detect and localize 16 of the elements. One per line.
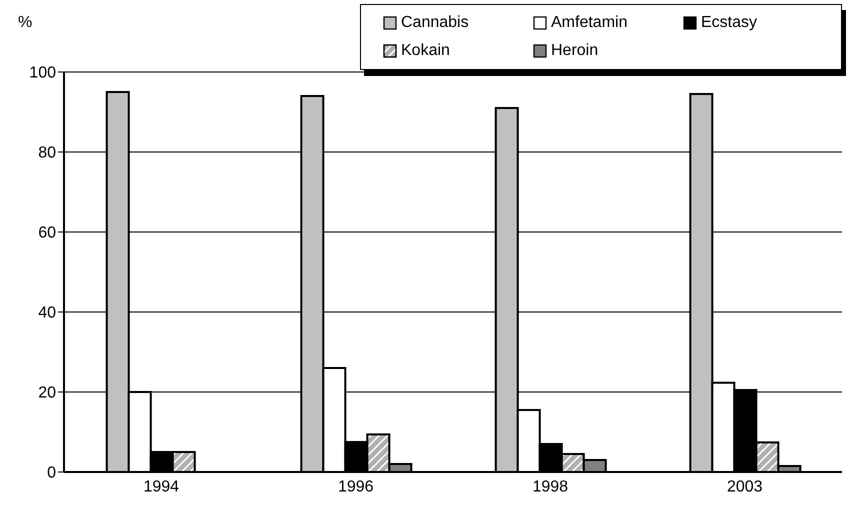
y-axis-title: % <box>18 14 32 32</box>
legend-label: Ecstasy <box>701 14 758 32</box>
legend-label: Heroin <box>551 42 598 60</box>
legend-label: Amfetamin <box>551 14 628 32</box>
y-tick-label: 0 <box>47 464 56 482</box>
x-tick-label: 1994 <box>143 478 180 496</box>
x-tick-label: 1998 <box>532 478 568 496</box>
x-tick-label: 2003 <box>726 478 763 496</box>
y-tick-label: 80 <box>38 144 56 162</box>
x-tick-label: 1996 <box>338 478 374 496</box>
legend-label: Cannabis <box>401 14 469 32</box>
y-tick-label: 100 <box>29 64 56 82</box>
y-tick-label: 20 <box>38 384 56 402</box>
legend-label: Kokain <box>401 42 450 60</box>
y-tick-label: 40 <box>38 304 56 322</box>
y-tick-label: 60 <box>38 224 56 242</box>
